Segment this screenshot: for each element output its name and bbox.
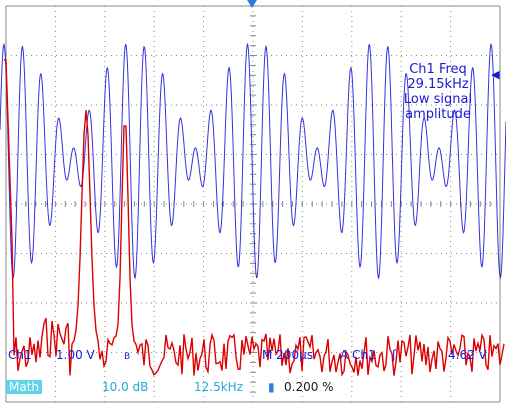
frequency-annotation: Ch1 Freq 29.15kHz Low signal amplitude — [383, 62, 493, 122]
annotation-line-4: amplitude — [405, 107, 471, 122]
ch1-label[interactable]: Ch1 — [8, 348, 32, 362]
horizontal-position-readout: 0.200 % — [284, 380, 334, 394]
trigger-source: A Ch1 — [340, 348, 376, 362]
trigger-slope-icon: ʃ — [392, 348, 397, 362]
ch1-volts-per-div: 1.00 V — [56, 348, 95, 362]
annotation-line-2: 29.15kHz — [407, 77, 469, 92]
math-hz-per-div: 12.5kHz — [194, 380, 243, 394]
trigger-position-marker-icon[interactable] — [247, 0, 257, 8]
ch1-waveform — [0, 42, 506, 280]
ch1-level-arrow-icon[interactable]: ◀ — [491, 68, 500, 81]
math-db-per-div: 10.0 dB — [102, 380, 149, 394]
math-fft-trace — [4, 59, 505, 377]
annotation-line-3: Low signal — [403, 92, 473, 107]
trigger-level: 4.62 V — [448, 348, 487, 362]
bandwidth-limit-badge: B — [124, 352, 131, 362]
math-badge[interactable]: Math — [6, 380, 43, 394]
timebase-readout: M 200µs — [262, 348, 313, 362]
horizontal-position-icon: ▮ — [268, 380, 275, 394]
annotation-line-1: Ch1 Freq — [409, 62, 467, 77]
